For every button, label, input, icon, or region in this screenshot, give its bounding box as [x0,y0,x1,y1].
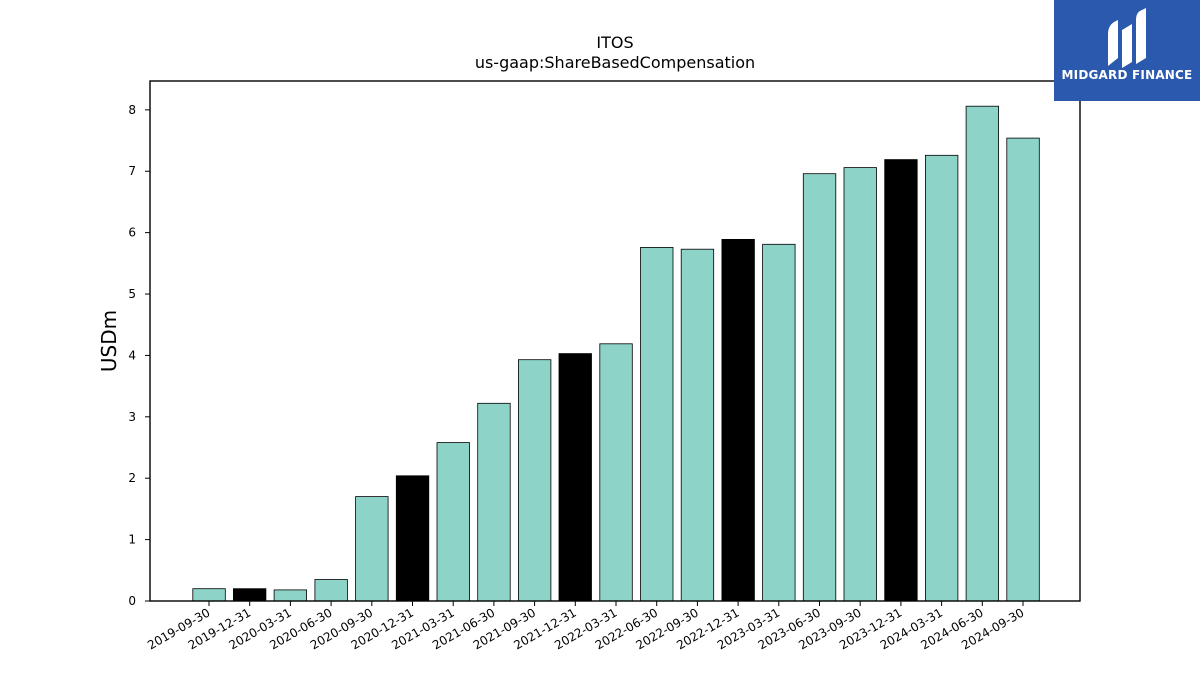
bar-2021-09-30 [518,359,552,602]
y-tick-label: 5 [128,287,136,301]
bar-2021-03-31 [436,442,470,602]
y-tick-label: 7 [128,164,136,178]
bar-2021-12-31 [558,353,592,602]
bar-2023-09-30 [843,167,877,602]
y-axis-label: USDm [97,310,121,372]
brand-logo: MIDGARD FINANCE [1054,0,1200,101]
y-tick-label: 4 [128,348,136,362]
bar-2020-06-30 [314,579,348,602]
y-ticks-group: 0 1 2 3 4 5 6 7 8 [128,103,150,608]
y-tick-label: 8 [128,103,136,117]
bar-2020-03-31 [273,589,308,602]
bar-2021-06-30 [477,402,511,602]
bar-2022-12-31 [721,238,755,602]
y-tick-label: 3 [128,410,136,424]
plot-frame [149,80,1081,602]
y-tick-label: 2 [128,471,136,485]
bar-2023-06-30 [802,173,837,602]
y-tick-label: 0 [128,594,136,608]
chart-title: ITOS [596,33,633,52]
bar-2022-09-30 [680,248,715,602]
y-tick-label: 6 [128,226,136,240]
chart-subtitle: us-gaap:ShareBasedCompensation [475,53,755,72]
bar-2023-12-31 [884,159,918,602]
x-ticks-group: 2019-09-302019-12-312020-03-312020-06-30… [145,601,1027,652]
bar-2020-09-30 [355,496,389,602]
midgard-logo-icon [1108,8,1146,68]
bar-2022-06-30 [640,246,674,602]
y-tick-label: 1 [128,533,136,547]
brand-name: MIDGARD FINANCE [1061,68,1193,82]
bars-group [192,105,1040,602]
bar-2023-03-31 [762,243,796,602]
bar-2019-09-30 [192,588,226,602]
bar-2020-12-31 [395,475,430,602]
bar-2019-12-31 [232,588,267,602]
bar-2022-03-31 [599,343,633,602]
bar-2024-09-30 [1006,137,1040,602]
bar-2024-06-30 [965,105,999,602]
bar-2024-03-31 [925,154,959,602]
